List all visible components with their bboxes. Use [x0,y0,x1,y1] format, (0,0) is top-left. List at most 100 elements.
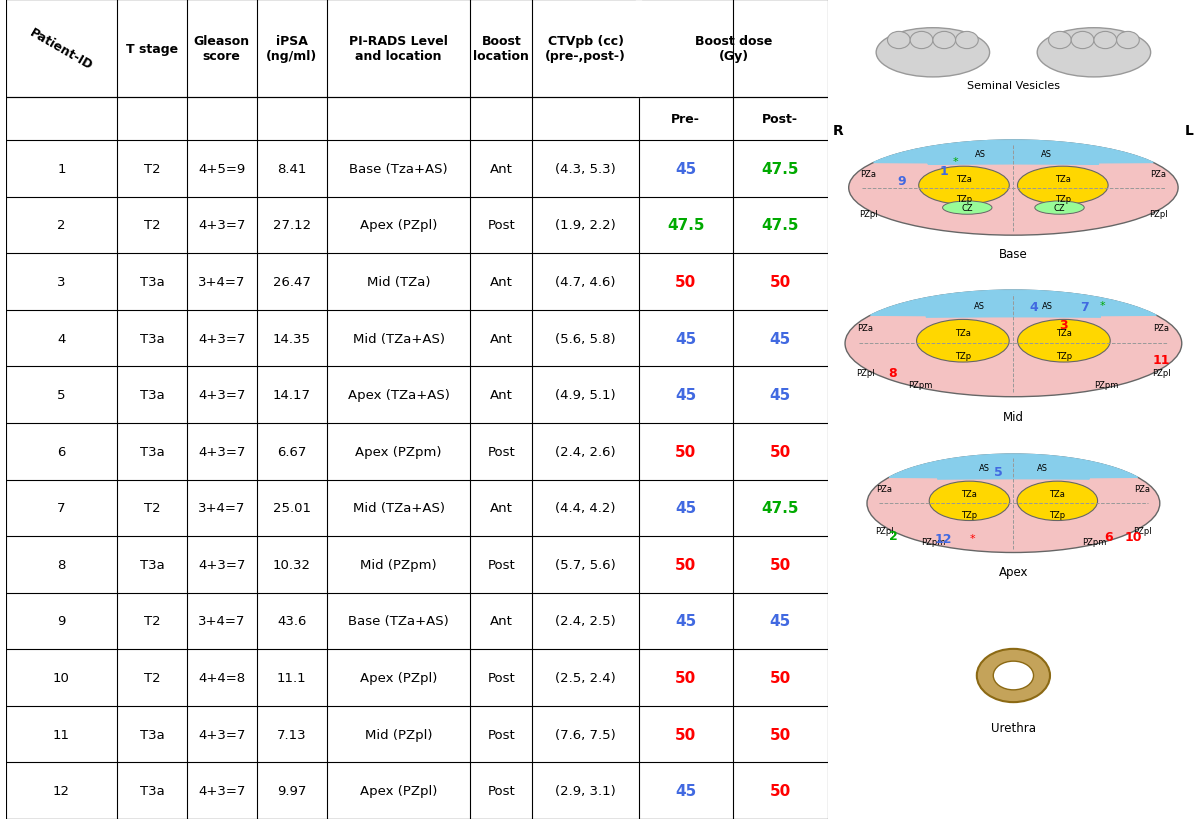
Text: 4+3=7: 4+3=7 [198,559,246,571]
Text: 47.5: 47.5 [762,500,799,516]
Text: 1: 1 [58,163,66,175]
Text: T2: T2 [144,163,161,175]
Text: 4: 4 [58,333,66,345]
Text: (4.3, 5.3): (4.3, 5.3) [556,163,616,175]
Text: (1.9, 2.2): (1.9, 2.2) [556,219,616,232]
Text: CZ: CZ [961,204,973,213]
Text: 45: 45 [676,783,696,799]
Text: 9: 9 [898,174,906,188]
Text: T3a: T3a [139,389,164,401]
Text: (4.4, 4.2): (4.4, 4.2) [556,502,616,514]
Ellipse shape [1072,32,1094,49]
Text: Post: Post [487,559,515,571]
Text: AS: AS [1042,301,1052,310]
Text: Boost
location: Boost location [473,35,529,63]
Text: PZpm: PZpm [908,381,932,390]
Text: 50: 50 [676,557,696,572]
Text: T2: T2 [144,672,161,684]
Text: PZpl: PZpl [875,527,894,535]
Text: Patient-ID: Patient-ID [28,26,95,72]
Text: 2: 2 [889,529,898,542]
Text: CTVpb (cc)
(pre-,post-): CTVpb (cc) (pre-,post-) [545,35,626,63]
Text: *: * [953,157,959,167]
Text: Ant: Ant [490,333,512,345]
Text: Apex (PZpl): Apex (PZpl) [360,219,437,232]
Text: Mid (TZa+AS): Mid (TZa+AS) [353,502,444,514]
Text: T3a: T3a [139,785,164,797]
Ellipse shape [994,662,1033,690]
Text: TZp: TZp [1056,351,1072,360]
Text: 8: 8 [58,559,66,571]
Text: Urethra: Urethra [991,721,1036,734]
Ellipse shape [1034,201,1085,215]
Text: PZpl: PZpl [1150,210,1168,219]
Text: 43.6: 43.6 [277,615,306,627]
Text: PZpl: PZpl [1133,527,1152,535]
Text: 50: 50 [769,783,791,799]
Text: T3a: T3a [139,333,164,345]
Text: 50: 50 [769,726,791,742]
Text: 45: 45 [769,331,791,346]
Text: 4+3=7: 4+3=7 [198,333,246,345]
Text: T3a: T3a [139,276,164,288]
Text: 45: 45 [676,387,696,403]
Text: 5: 5 [58,389,66,401]
Ellipse shape [1037,29,1151,78]
Text: 7.13: 7.13 [277,728,306,740]
Text: (2.5, 2.4): (2.5, 2.4) [556,672,616,684]
Text: 10: 10 [1124,531,1142,544]
Ellipse shape [955,32,978,49]
Ellipse shape [929,482,1009,521]
Text: 4+5=9: 4+5=9 [198,163,246,175]
Text: 50: 50 [769,670,791,686]
Text: Apex (PZpl): Apex (PZpl) [360,785,437,797]
Text: TZp: TZp [1055,194,1070,203]
Text: TZp: TZp [956,194,972,203]
Text: TZa: TZa [1055,174,1070,183]
Text: TZa: TZa [1049,490,1066,498]
Text: Ant: Ant [490,502,512,514]
Text: 3: 3 [58,276,66,288]
Text: TZa: TZa [961,490,978,498]
Text: (2.4, 2.5): (2.4, 2.5) [556,615,616,627]
Text: T2: T2 [144,615,161,627]
Ellipse shape [888,32,910,49]
Text: 4+3=7: 4+3=7 [198,389,246,401]
Text: Post-: Post- [762,113,798,126]
Text: 3+4=7: 3+4=7 [198,276,246,288]
Text: Ant: Ant [490,615,512,627]
Text: 12: 12 [53,785,70,797]
Text: PZpl: PZpl [1152,369,1171,378]
Text: 7: 7 [1080,301,1088,313]
Text: L: L [1184,124,1194,138]
Text: TZp: TZp [961,510,978,519]
Text: 3+4=7: 3+4=7 [198,502,246,514]
Text: (2.9, 3.1): (2.9, 3.1) [556,785,616,797]
Text: 50: 50 [769,444,791,459]
Text: 6: 6 [1104,531,1112,544]
Text: 12: 12 [935,532,952,545]
Text: Ant: Ant [490,276,512,288]
Text: PZa: PZa [876,485,893,493]
Text: T3a: T3a [139,446,164,458]
Text: 4+3=7: 4+3=7 [198,728,246,740]
Text: 50: 50 [676,274,696,290]
Text: 45: 45 [676,161,696,177]
Text: 2: 2 [58,219,66,232]
Text: TZa: TZa [956,174,972,183]
Text: Ant: Ant [490,163,512,175]
Text: Base (Tza+AS): Base (Tza+AS) [349,163,448,175]
Text: 4+3=7: 4+3=7 [198,446,246,458]
Text: 4+4=8: 4+4=8 [198,672,245,684]
Text: 45: 45 [769,387,791,403]
Text: AS: AS [979,464,990,473]
Text: AS: AS [1037,464,1048,473]
Text: PZpm: PZpm [1081,537,1106,546]
Text: T2: T2 [144,502,161,514]
Text: 4+3=7: 4+3=7 [198,785,246,797]
Text: Seminal Vesicles: Seminal Vesicles [967,81,1060,91]
Ellipse shape [1018,482,1098,521]
Text: 45: 45 [676,613,696,629]
Text: AS: AS [974,301,985,310]
Text: AS: AS [974,150,986,159]
